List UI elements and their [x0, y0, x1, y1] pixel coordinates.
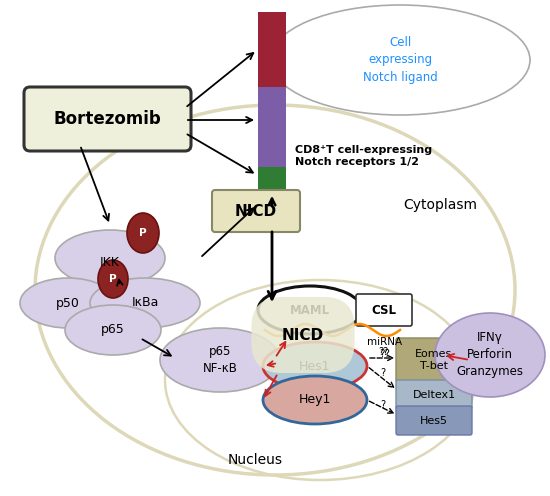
Text: Hes5: Hes5 [420, 416, 448, 426]
Text: miRNA
??: miRNA ?? [367, 337, 403, 359]
Ellipse shape [270, 5, 530, 115]
Text: MAML: MAML [290, 304, 330, 316]
Ellipse shape [20, 278, 116, 328]
Ellipse shape [435, 313, 545, 397]
Text: Nucleus: Nucleus [228, 453, 283, 467]
Text: ?: ? [381, 368, 386, 378]
Text: IFNγ
Perforin
Granzymes: IFNγ Perforin Granzymes [456, 331, 524, 378]
FancyBboxPatch shape [396, 338, 472, 382]
Text: p50: p50 [56, 297, 80, 310]
Text: Cell
expressing
Notch ligand: Cell expressing Notch ligand [362, 37, 437, 83]
Bar [258, 12, 286, 87]
Text: p65
NF-κB: p65 NF-κB [202, 346, 238, 374]
Text: p65: p65 [101, 323, 125, 336]
FancyBboxPatch shape [24, 87, 191, 151]
Ellipse shape [160, 328, 280, 392]
FancyBboxPatch shape [396, 380, 472, 409]
Text: IKK: IKK [100, 255, 120, 268]
Text: IκBa: IκBa [131, 297, 159, 310]
Ellipse shape [263, 342, 367, 390]
Ellipse shape [127, 213, 159, 253]
Bar [258, 87, 286, 167]
Text: P: P [139, 228, 147, 238]
Text: P: P [109, 274, 117, 284]
Text: NICD: NICD [235, 203, 277, 219]
Text: Deltex1: Deltex1 [412, 389, 455, 399]
Ellipse shape [263, 376, 367, 424]
FancyBboxPatch shape [356, 294, 412, 326]
Text: Hes1: Hes1 [299, 360, 331, 372]
Ellipse shape [258, 286, 362, 334]
Text: ?: ? [381, 400, 386, 410]
Ellipse shape [65, 305, 161, 355]
FancyBboxPatch shape [212, 190, 300, 232]
Ellipse shape [55, 230, 165, 286]
Text: Bortezomib: Bortezomib [54, 110, 161, 128]
Text: Hey1: Hey1 [299, 393, 331, 407]
Text: CD8⁺T cell-expressing
Notch receptors 1/2: CD8⁺T cell-expressing Notch receptors 1/… [295, 145, 432, 167]
Text: Cytoplasm: Cytoplasm [403, 198, 477, 212]
Text: Eomes
T-bet: Eomes T-bet [415, 349, 453, 371]
Ellipse shape [98, 260, 128, 298]
FancyBboxPatch shape [396, 406, 472, 435]
Ellipse shape [90, 278, 200, 328]
Text: NICD: NICD [282, 327, 324, 343]
Text: ??: ?? [378, 347, 388, 357]
Bar [258, 167, 286, 209]
Text: CSL: CSL [371, 304, 397, 316]
